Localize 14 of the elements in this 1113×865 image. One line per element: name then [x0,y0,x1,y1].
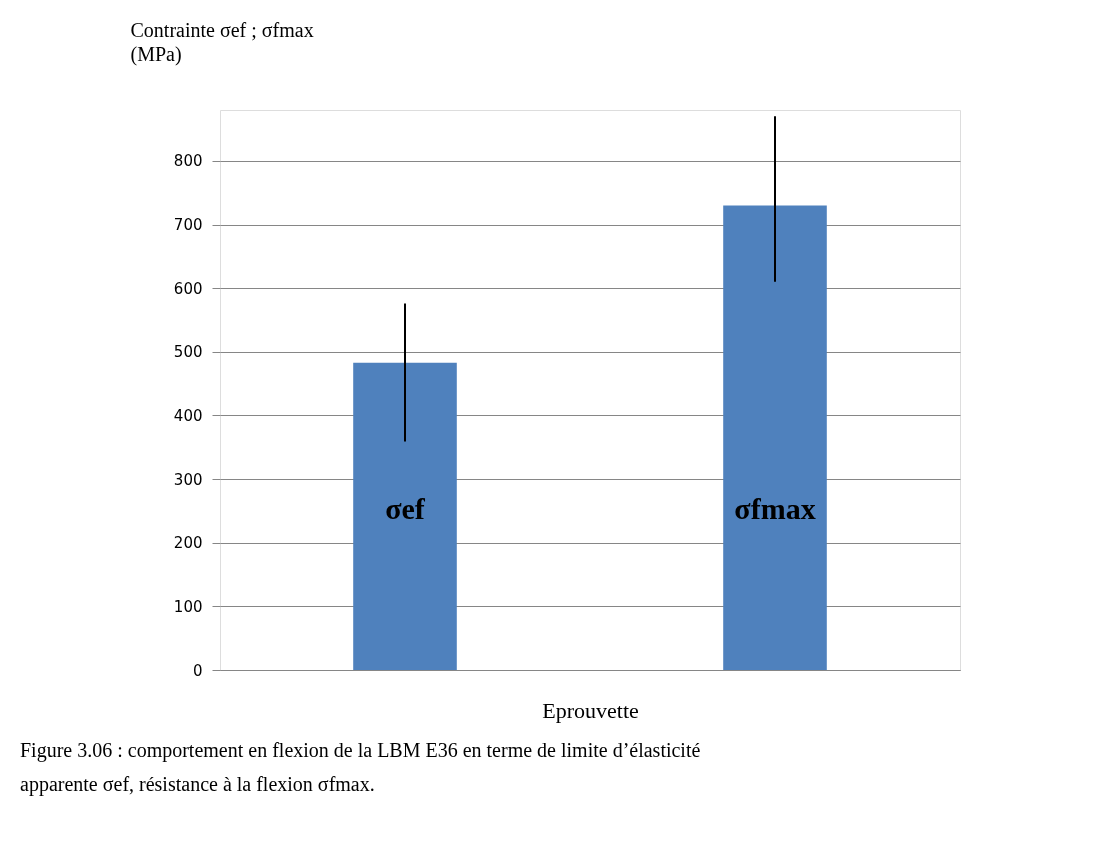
y-axis-title: Contrainte σef ; σfmax (MPa) [130,18,314,66]
caption: Figure 3.06 : comportement en flexion de la LBM E36 en terme de limite d’élasticité apparente σef, résistance à la flexion σfmax. [20,739,701,796]
y-tick-label: 400 [173,406,203,425]
x-axis-title: Eprouvette [542,697,639,723]
y-tick-label: 100 [173,597,203,616]
y-tick-label: 800 [173,152,203,171]
y-tick-label: 300 [173,470,203,489]
x-tick-label: σef [385,492,426,525]
y-tick-label: 0 [192,661,203,680]
x-tick-label: σfmax [734,492,816,525]
y-tick-label: 600 [173,279,203,298]
y-tick-label: 500 [173,343,203,362]
y-tick-label: 700 [173,216,203,235]
y-tick-label: 200 [173,534,203,553]
